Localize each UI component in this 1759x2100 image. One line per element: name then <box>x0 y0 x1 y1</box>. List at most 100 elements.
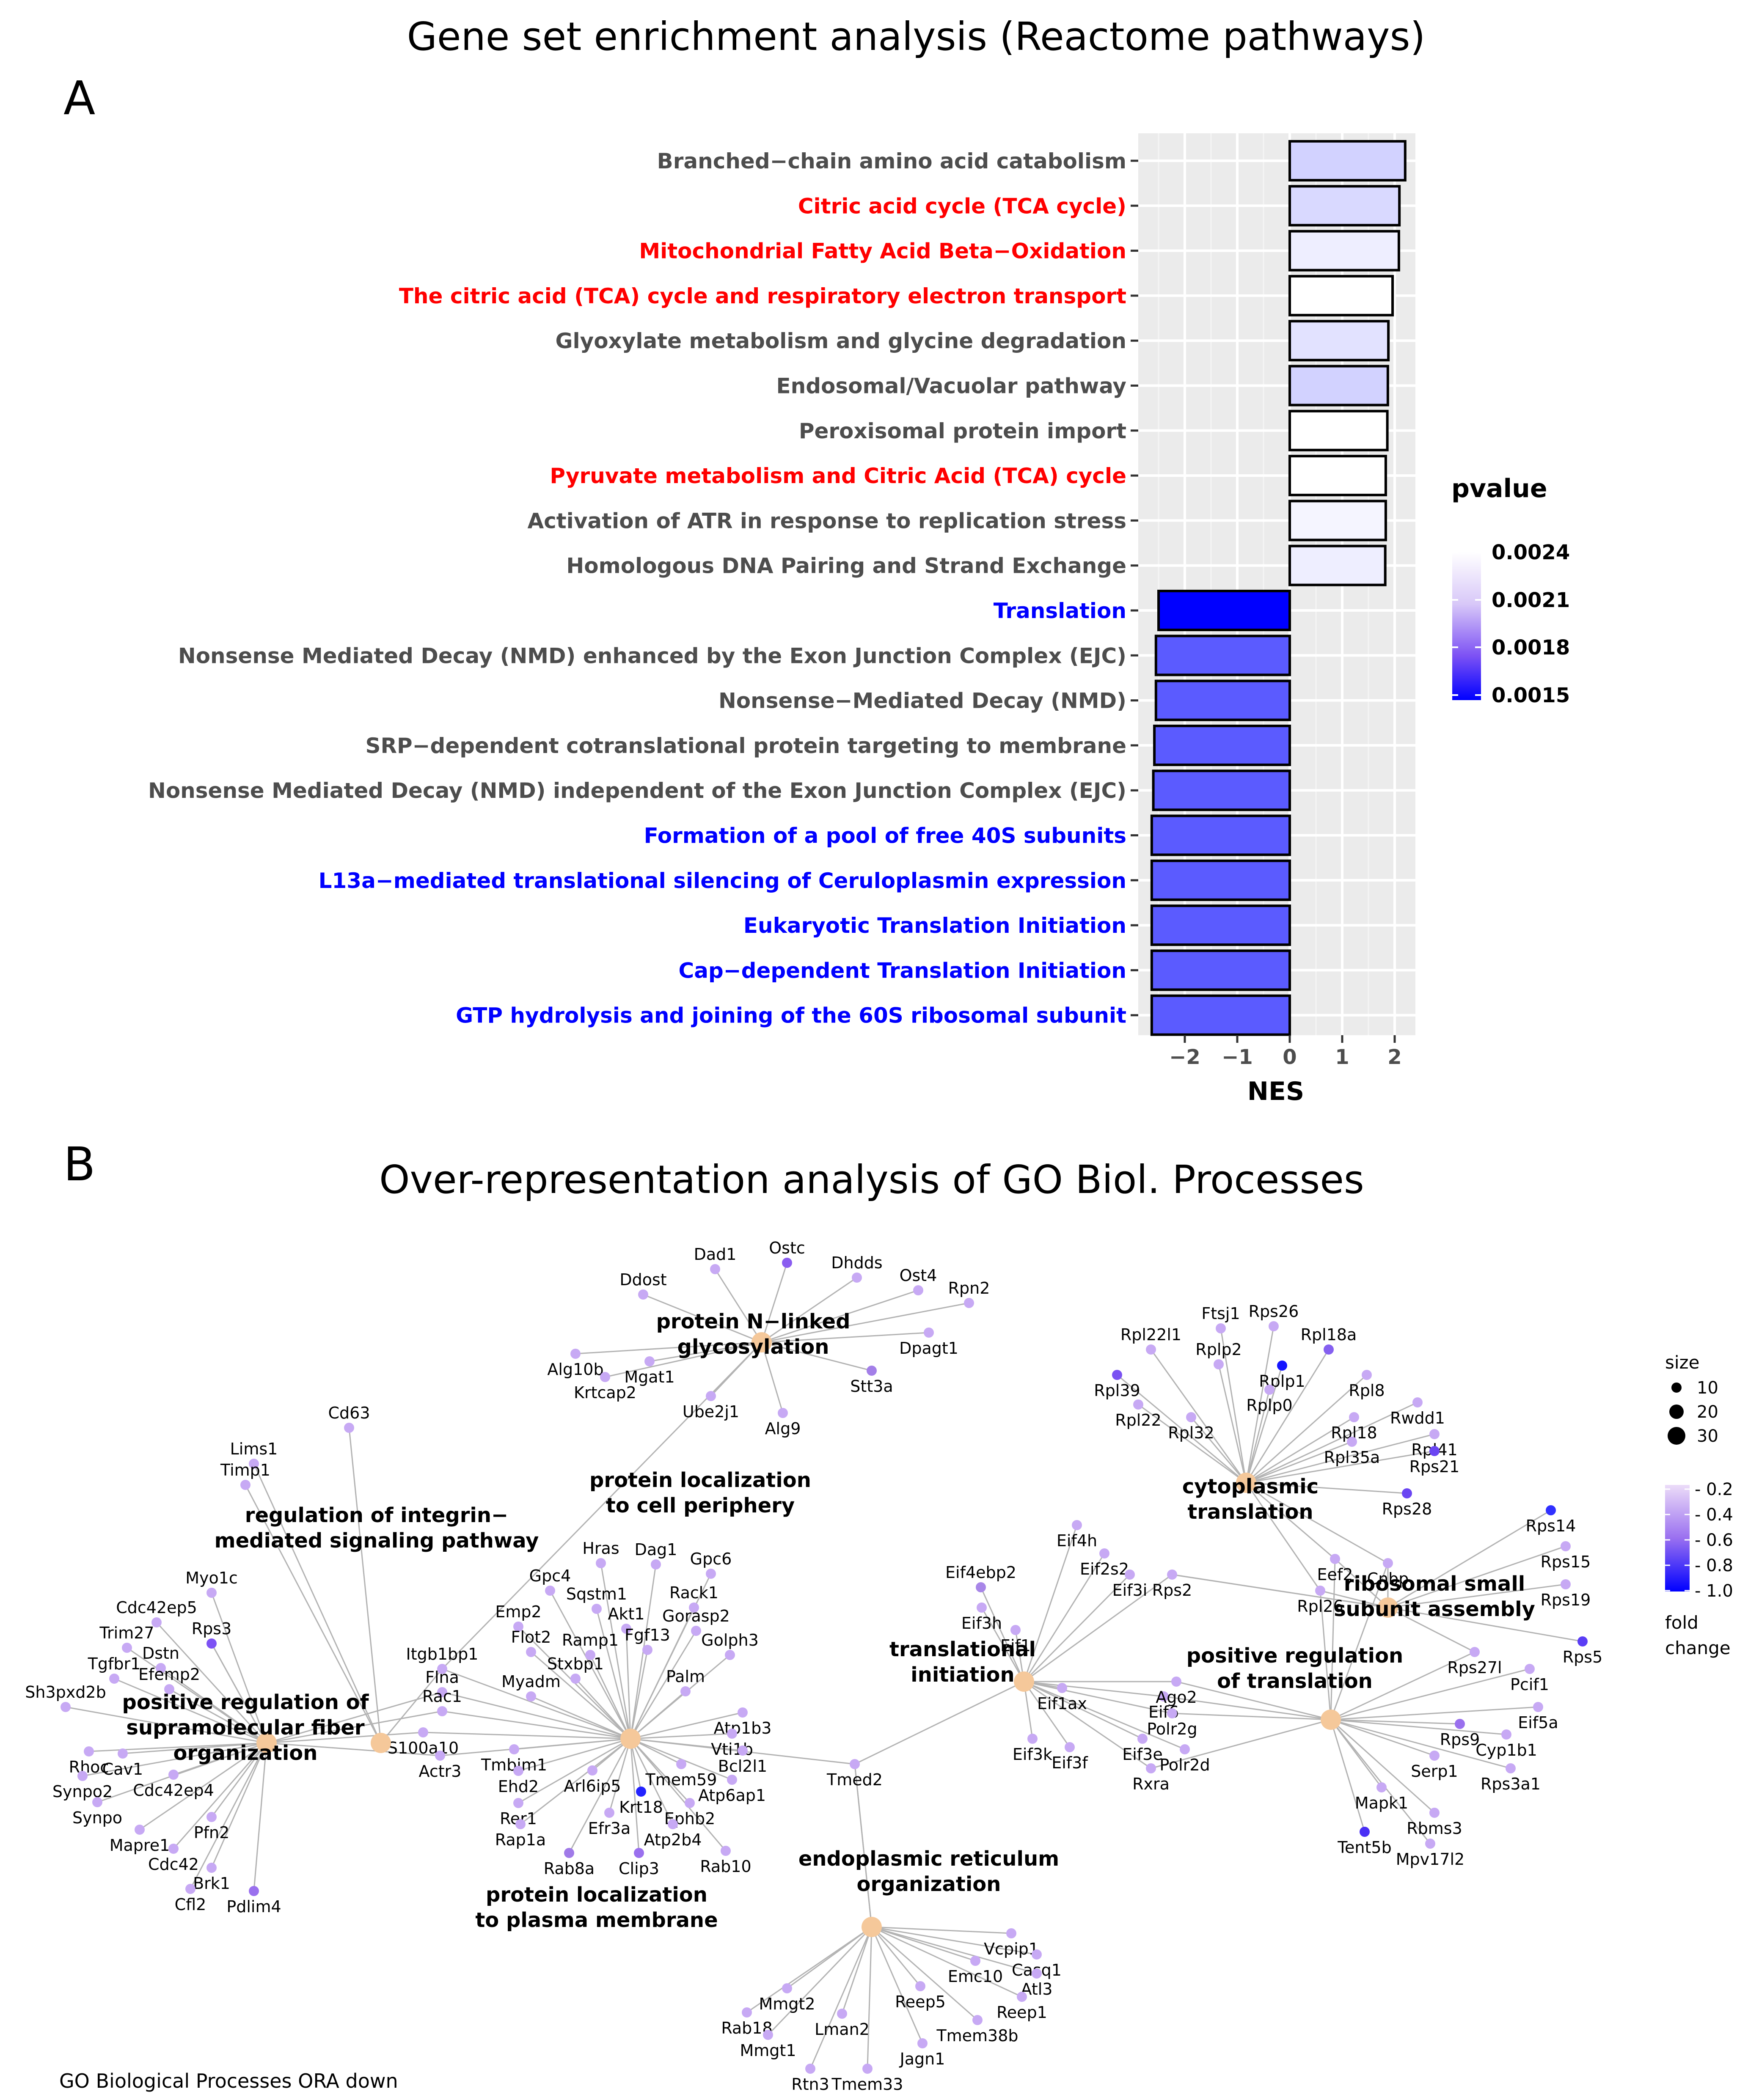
gene-node <box>1216 1323 1226 1333</box>
gene-node <box>1133 1399 1143 1410</box>
y-tick-label: Nonsense Mediated Decay (NMD) enhanced b… <box>178 643 1126 668</box>
category-label-line: positive regulation of <box>122 1690 369 1714</box>
network-edge <box>1245 1326 1275 1483</box>
gene-node <box>437 1706 447 1716</box>
network-edge <box>1246 1482 1407 1494</box>
network-edge <box>761 1342 784 1413</box>
gene-label: Eif3k <box>1013 1745 1052 1764</box>
gene-label: Timp1 <box>220 1461 270 1479</box>
gene-label: Rpl32 <box>1168 1424 1214 1442</box>
network-edge <box>1387 1545 1566 1608</box>
gene-node <box>924 1328 934 1338</box>
network-edge <box>1245 1482 1321 1591</box>
x-tick-label: −2 <box>1169 1045 1200 1069</box>
gene-node <box>972 2015 983 2025</box>
gene-label: Rpl8 <box>1349 1381 1385 1400</box>
network-edge <box>156 1622 267 1744</box>
y-tick-label: Branched−chain amino acid catabolism <box>657 149 1126 173</box>
gene-node <box>122 1643 132 1653</box>
gene-node <box>913 1285 923 1295</box>
gene-node <box>1072 1520 1082 1530</box>
network-edge <box>1330 1559 1336 1720</box>
gene-label: Rtn3 <box>791 2075 829 2094</box>
gene-label: Efr3a <box>588 1819 630 1838</box>
gene-node <box>685 1798 695 1808</box>
y-tick-label: Nonsense−Mediated Decay (NMD) <box>718 689 1126 713</box>
gene-label: Eif3e <box>1122 1745 1163 1764</box>
gene-label: Atp6ap1 <box>698 1786 766 1805</box>
bar <box>1288 544 1387 586</box>
network-edge <box>423 1732 631 1740</box>
x-tick-label: −1 <box>1222 1045 1253 1069</box>
gene-node <box>249 1886 259 1896</box>
network-edge <box>761 1289 919 1343</box>
gene-node <box>689 1602 699 1613</box>
gene-label: Gpc4 <box>529 1567 571 1585</box>
gene-node <box>862 2064 873 2074</box>
gene-label: Hras <box>582 1539 619 1558</box>
size-legend-dot <box>1668 1427 1685 1445</box>
gene-node <box>1429 1429 1440 1439</box>
network-edge <box>211 1643 267 1743</box>
gene-node <box>1501 1729 1511 1740</box>
network-edges <box>65 1262 1583 2069</box>
network-edge <box>1245 1389 1270 1483</box>
network-edge <box>630 1738 674 1825</box>
category-node <box>371 1733 391 1753</box>
network-edge <box>1023 1681 1071 1748</box>
gene-label: Rpl22 <box>1115 1411 1161 1429</box>
network-edge <box>531 1696 631 1740</box>
network-edge <box>211 1743 267 1868</box>
gene-label: Eif4ebp2 <box>945 1563 1016 1582</box>
gene-node <box>135 1825 145 1835</box>
gene-node <box>592 1604 602 1614</box>
gene-label: Rps26 <box>1249 1302 1299 1321</box>
bar <box>1288 455 1387 497</box>
gene-node <box>1032 1949 1042 1960</box>
fold-legend-label: - 0.2 <box>1695 1480 1733 1499</box>
gene-label: Serp1 <box>1411 1762 1458 1781</box>
gene-node <box>1376 1782 1387 1792</box>
gene-label: Trim27 <box>99 1624 154 1642</box>
network-edge <box>1172 1712 1331 1721</box>
network-edge <box>761 1277 857 1343</box>
gene-node <box>1429 1446 1440 1456</box>
gene-label: Atp2b4 <box>644 1831 702 1849</box>
panel-b-label: B <box>63 1137 95 1191</box>
gene-node <box>604 1808 614 1818</box>
gene-label: Cyp1b1 <box>1475 1741 1537 1759</box>
category-label-line: organization <box>857 1872 1001 1896</box>
gene-node <box>206 1812 217 1822</box>
gene-label: Emc10 <box>948 1967 1003 1986</box>
gene-node <box>1159 1691 1169 1701</box>
gene-label: Pcif1 <box>1510 1675 1549 1694</box>
gene-label: Rwdd1 <box>1390 1409 1445 1427</box>
gene-label: Rplp2 <box>1195 1340 1241 1359</box>
network-edge <box>761 1332 929 1343</box>
network-edge <box>520 1738 631 1825</box>
gene-node <box>1180 1744 1190 1754</box>
bar <box>1154 635 1291 676</box>
network-edge <box>1024 1681 1173 1714</box>
gene-node <box>1167 1708 1177 1718</box>
bar <box>1288 410 1389 451</box>
chart-b-title: Over-representation analysis of GO Biol.… <box>379 1157 1364 1202</box>
gene-label: Eif2s2 <box>1080 1560 1129 1578</box>
category-label-line: ribosomal small <box>1344 1572 1525 1596</box>
gene-node <box>738 1745 748 1756</box>
gene-label: Rps14 <box>1526 1517 1576 1535</box>
gene-label: Sh3pxd2b <box>25 1683 106 1701</box>
network-edge <box>1334 1558 1389 1608</box>
network-edge <box>1218 1364 1247 1483</box>
bar <box>1150 859 1291 901</box>
network-edge <box>97 1742 267 1803</box>
gene-label: Lims1 <box>230 1440 278 1458</box>
size-legend-dot <box>1671 1383 1682 1393</box>
gene-node <box>738 1707 748 1718</box>
gene-node <box>1112 1370 1122 1380</box>
network-edge <box>1245 1365 1283 1483</box>
network-edge <box>746 1926 872 2013</box>
gene-label: Vcpip1 <box>984 1940 1039 1958</box>
gene-label: Krt18 <box>619 1798 663 1817</box>
colorbar-tick-label: 0.0024 <box>1492 541 1570 564</box>
